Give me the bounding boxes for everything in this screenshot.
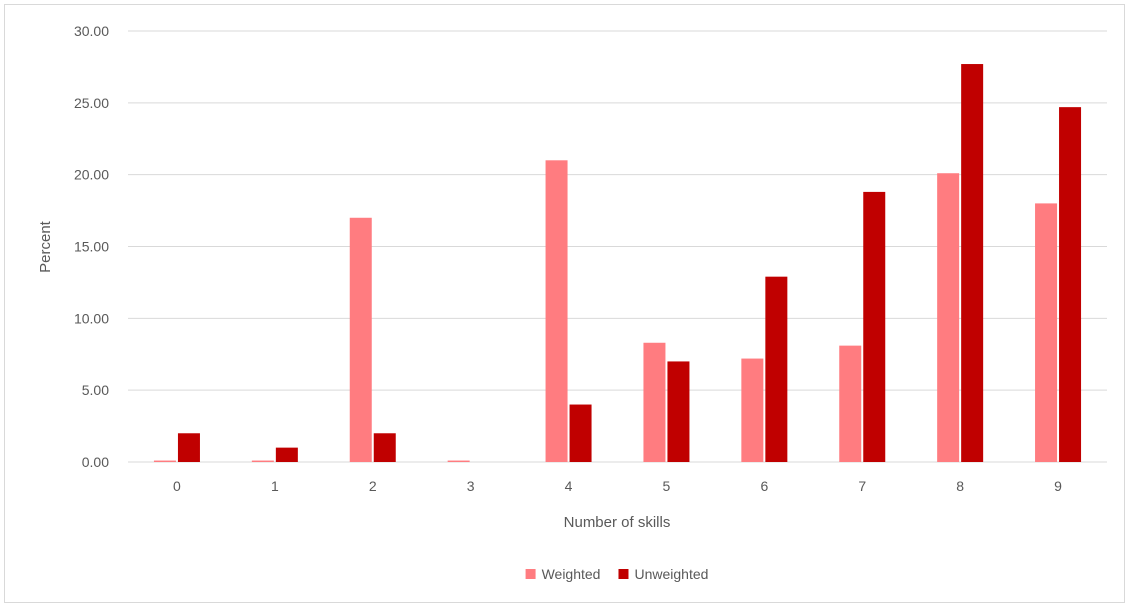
axes: 0.00 5.00 10.00 15.00 20.00 25.00 30.00 0 1 2 3 4 5 6…: [74, 23, 1062, 494]
x-axis-title: Number of skills: [564, 514, 671, 531]
bar-unweighted-1: [275, 447, 298, 462]
legend: Weighted Unweighted: [525, 566, 708, 582]
x-tick-label: 4: [565, 478, 573, 494]
bars: [153, 64, 1082, 463]
y-axis-title: Percent: [37, 220, 54, 273]
bar-weighted-6: [741, 358, 764, 462]
legend-label-weighted: Weighted: [542, 566, 601, 582]
bar-weighted-3: [447, 460, 470, 462]
x-tick-label: 7: [858, 478, 866, 494]
bar-weighted-4: [545, 160, 568, 463]
bar-unweighted-6: [765, 276, 788, 462]
bar-weighted-9: [1035, 203, 1058, 462]
x-tick-label: 8: [956, 478, 964, 494]
bar-weighted-8: [937, 173, 960, 463]
x-tick-label: 6: [760, 478, 768, 494]
x-tick-label: 0: [173, 478, 181, 494]
x-tick-label: 5: [663, 478, 671, 494]
y-tick-label: 5.00: [82, 382, 109, 398]
y-tick-label: 15.00: [74, 239, 109, 255]
bar-weighted-0: [153, 460, 176, 462]
bar-weighted-7: [839, 345, 862, 462]
bar-unweighted-2: [373, 433, 396, 462]
legend-label-unweighted: Unweighted: [634, 566, 708, 582]
y-tick-label: 25.00: [74, 95, 109, 111]
bar-unweighted-7: [863, 191, 886, 462]
gridlines: [128, 30, 1107, 463]
y-tick-label: 10.00: [74, 310, 109, 326]
bar-unweighted-0: [177, 433, 200, 462]
legend-swatch-unweighted: [618, 569, 629, 579]
bar-weighted-1: [251, 460, 274, 462]
y-tick-label: 20.00: [74, 167, 109, 183]
bar-unweighted-5: [667, 361, 690, 462]
x-tick-label: 2: [369, 478, 377, 494]
bar-weighted-2: [349, 217, 372, 462]
bar-weighted-5: [643, 342, 666, 462]
x-tick-label: 9: [1054, 478, 1062, 494]
y-tick-label: 30.00: [74, 23, 109, 39]
legend-swatch-weighted: [525, 569, 536, 579]
bar-unweighted-8: [961, 64, 984, 462]
bar-unweighted-4: [569, 404, 592, 462]
x-tick-label: 1: [271, 478, 279, 494]
x-tick-label: 3: [467, 478, 475, 494]
bar-unweighted-9: [1059, 107, 1082, 462]
y-tick-label: 0.00: [82, 454, 109, 470]
